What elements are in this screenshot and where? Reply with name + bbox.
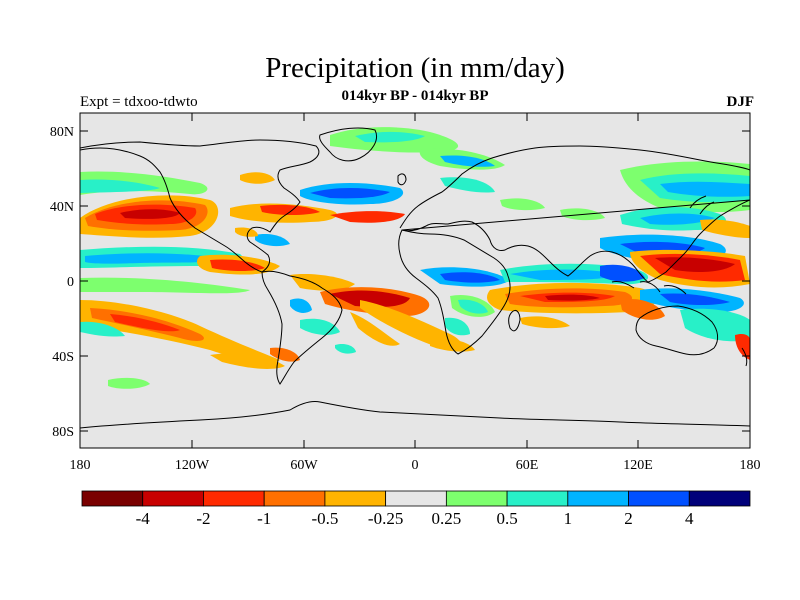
colorbar-swatch xyxy=(324,490,387,507)
colorbar-swatch xyxy=(445,490,508,507)
colorbar-label: -0.25 xyxy=(368,509,403,528)
lat-label: 40N xyxy=(50,200,74,215)
colorbar-swatch xyxy=(263,490,326,507)
colorbar-swatch xyxy=(142,490,204,507)
latitude-labels: 80N 40N 0 40S 80S xyxy=(50,125,74,440)
lon-label: 180 xyxy=(740,458,761,473)
colorbar-label: 4 xyxy=(685,509,694,528)
experiment-label: Expt = tdxoo-tdwto xyxy=(80,94,198,110)
colorbar-label: -2 xyxy=(196,509,210,528)
season-label: DJF xyxy=(726,94,755,110)
lat-label: 40S xyxy=(52,350,74,365)
lon-label: 120E xyxy=(623,458,653,473)
chart-subtitle: 014kyr BP - 014kyr BP xyxy=(341,88,489,104)
colorbar xyxy=(81,490,751,507)
colorbar-swatch xyxy=(628,490,690,507)
coastlines xyxy=(80,127,750,429)
chart-title: Precipitation (in mm/day) xyxy=(265,52,565,84)
lon-label: 60W xyxy=(290,458,318,473)
lon-label: 120W xyxy=(175,458,210,473)
lat-label: 80N xyxy=(50,125,74,140)
colorbar-swatch xyxy=(567,490,629,507)
lat-label: 80S xyxy=(52,425,74,440)
lat-label: 0 xyxy=(67,275,74,290)
colorbar-swatch xyxy=(688,490,751,507)
lon-label: 0 xyxy=(412,458,419,473)
axis-ticks xyxy=(80,113,750,448)
lon-label: 60E xyxy=(516,458,539,473)
colorbar-label: -0.5 xyxy=(311,509,338,528)
colorbar-label: 2 xyxy=(624,509,633,528)
colorbar-label: -1 xyxy=(257,509,271,528)
anomaly-fields xyxy=(80,127,750,389)
colorbar-swatch xyxy=(203,490,265,507)
longitude-labels: 180 120W 60W 0 60E 120E 180 xyxy=(70,458,761,473)
colorbar-label: 0.25 xyxy=(431,509,461,528)
colorbar-label: 0.5 xyxy=(496,509,517,528)
lon-label: 180 xyxy=(70,458,91,473)
colorbar-label: 1 xyxy=(564,509,573,528)
colorbar-labels: -4 -2 -1 -0.5 -0.25 0.25 0.5 1 2 4 xyxy=(136,509,694,528)
colorbar-swatch xyxy=(506,490,569,507)
colorbar-swatch xyxy=(385,490,447,507)
colorbar-swatch xyxy=(81,490,144,507)
map-background xyxy=(80,113,750,448)
colorbar-label: -4 xyxy=(136,509,151,528)
